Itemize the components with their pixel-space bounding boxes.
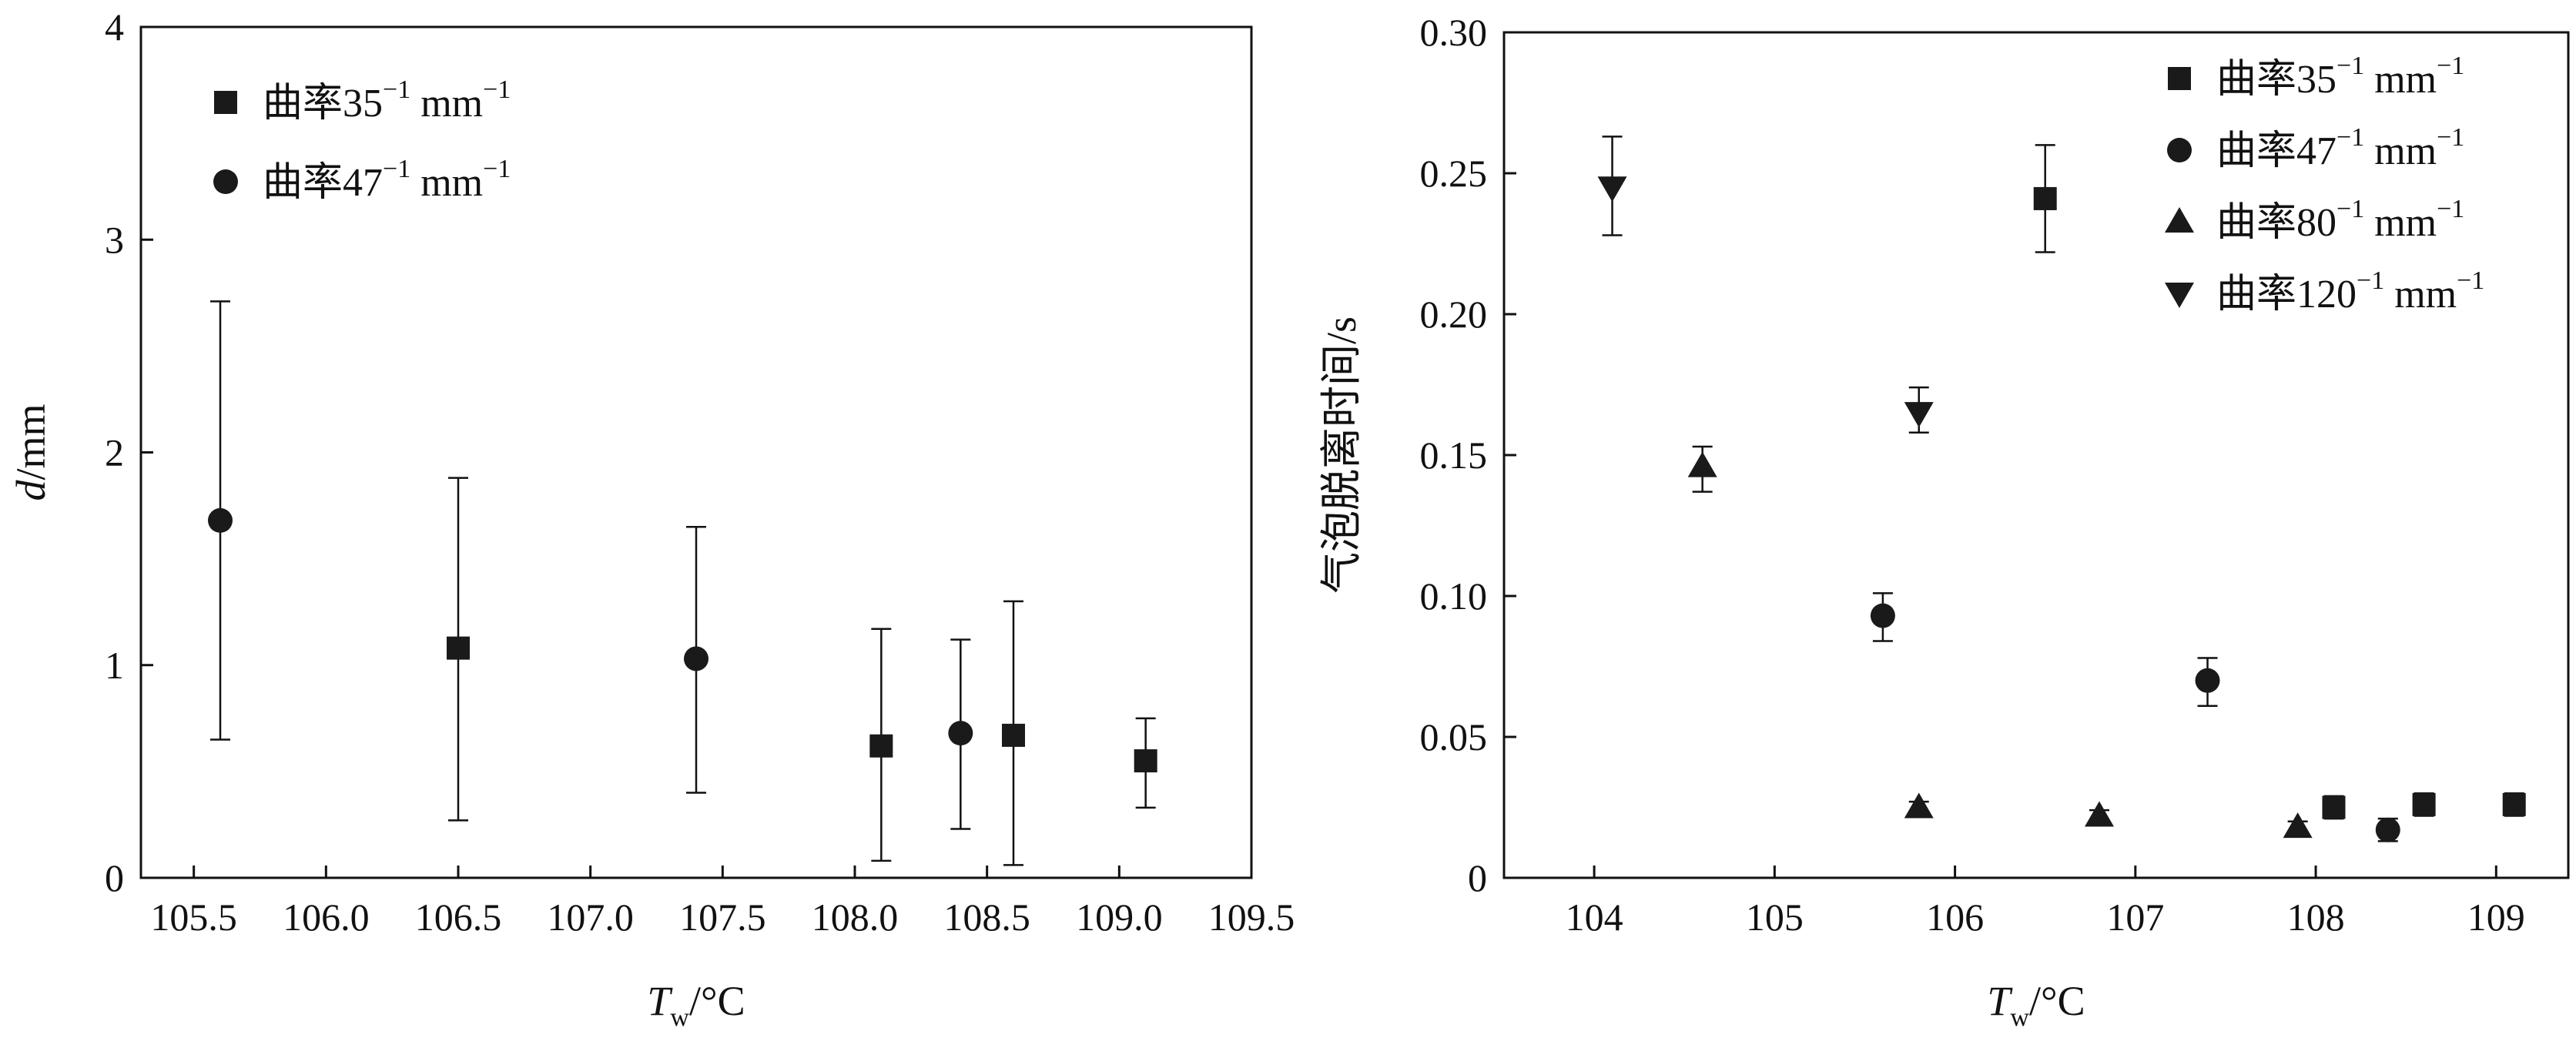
diameter-chart: 105.5 106.0 106.5 107.0 107.5 108.0 108.5 109.0… — [8, 5, 1295, 1032]
data-point-0-2 — [2412, 792, 2436, 816]
legend-marker-0 — [2168, 67, 2191, 90]
y-tick-label: 0.20 — [1420, 293, 1488, 336]
data-point-0-3 — [1134, 749, 1157, 773]
data-point-3-0 — [1597, 176, 1627, 203]
y-axis-title: d/mm — [8, 403, 54, 501]
x-tick-label: 105 — [1746, 896, 1804, 939]
legend-label-1: 曲率47−1 mm−1 — [2216, 123, 2464, 173]
x-tick-label: 108 — [2287, 896, 2345, 939]
x-axis-title: Tw/°C — [1987, 978, 2085, 1032]
legend-label-1: 曲率47−1 mm−1 — [263, 155, 511, 205]
data-point-0-2 — [1002, 723, 1025, 747]
y-tick-label: 2 — [105, 431, 124, 474]
legend-marker-3 — [2165, 283, 2194, 308]
y-tick-label: 1 — [105, 644, 124, 687]
x-tick-label: 107 — [2106, 896, 2164, 939]
x-tick-label: 105.5 — [150, 896, 237, 939]
legend-label-3: 曲率120−1 mm−1 — [2216, 266, 2484, 316]
x-tick-label: 108.0 — [812, 896, 899, 939]
data-point-0-0 — [447, 636, 470, 660]
x-axis-title: Tw/°C — [647, 978, 745, 1032]
x-tick-label: 106.0 — [283, 896, 370, 939]
x-tick-label: 109.5 — [1208, 896, 1295, 939]
data-point-1-1 — [684, 646, 708, 671]
y-tick-label: 0.10 — [1420, 574, 1488, 618]
data-point-2-2 — [2084, 801, 2114, 827]
x-tick-label: 104 — [1566, 896, 1623, 939]
x-tick-label: 109 — [2467, 896, 2525, 939]
x-tick-label: 106.5 — [415, 896, 502, 939]
y-tick-label: 4 — [105, 5, 124, 49]
data-point-1-0 — [1870, 603, 1895, 628]
data-point-0-3 — [2502, 792, 2526, 816]
series-0 — [447, 477, 1157, 866]
x-tick-label: 108.5 — [943, 896, 1030, 939]
departure-time-chart: 104 105 106 107 108 109 0 0.05 0.10 0.15 0.20 0.25 0… — [1318, 11, 2570, 1032]
data-point-0-1 — [2322, 795, 2346, 819]
legend-label-2: 曲率80−1 mm−1 — [2216, 195, 2464, 245]
data-point-1-0 — [208, 507, 233, 533]
x-tick-label: 107.5 — [679, 896, 766, 939]
y-tick-label: 3 — [105, 218, 124, 261]
data-point-2-0 — [1687, 451, 1717, 477]
data-point-0-1 — [869, 734, 893, 758]
y-tick-label: 0.15 — [1420, 434, 1488, 477]
data-point-1-2 — [948, 721, 973, 746]
series-1 — [1870, 592, 2400, 842]
legend-marker-2 — [2165, 207, 2194, 233]
x-tick-label: 106 — [1926, 896, 1984, 939]
data-point-1-1 — [2195, 668, 2220, 693]
y-tick-label: 0 — [105, 856, 124, 899]
series-3 — [1597, 136, 1934, 434]
x-tick-label: 107.0 — [547, 896, 634, 939]
y-axis-title: 气泡脱离时间/s — [1318, 316, 1365, 594]
series-2 — [1687, 445, 2313, 839]
y-tick-label: 0 — [1468, 856, 1487, 899]
data-point-1-2 — [2375, 817, 2400, 842]
legend-marker-1 — [2167, 138, 2192, 162]
legend-label-0: 曲率35−1 mm−1 — [2216, 52, 2464, 102]
y-tick-label: 0.05 — [1420, 715, 1488, 758]
legend-label-0: 曲率35−1 mm−1 — [263, 75, 511, 126]
y-tick-label: 0.25 — [1420, 152, 1488, 195]
y-tick-label: 0.30 — [1420, 11, 1488, 54]
series-1 — [208, 300, 973, 830]
data-point-3-1 — [1904, 402, 1934, 428]
legend-marker-1 — [213, 169, 238, 194]
x-tick-label: 109.0 — [1076, 896, 1163, 939]
data-point-0-0 — [2033, 186, 2057, 210]
data-point-2-1 — [1904, 792, 1934, 819]
series-0 — [2033, 144, 2526, 820]
legend-marker-0 — [214, 91, 237, 114]
data-point-2-3 — [2283, 812, 2313, 839]
